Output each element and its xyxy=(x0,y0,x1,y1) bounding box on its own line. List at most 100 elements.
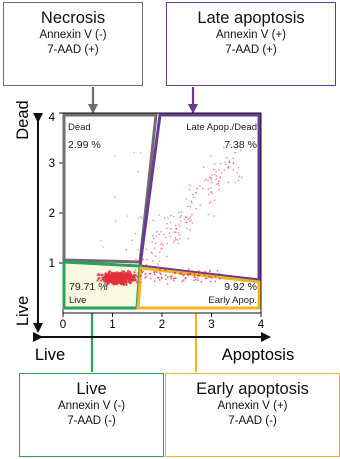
scatter-dot xyxy=(218,273,220,275)
scatter-dot xyxy=(192,194,194,196)
scatter-dot xyxy=(97,273,99,275)
quadrant-ur-name: Late Apop./Dead xyxy=(186,122,257,133)
scatter-dot xyxy=(130,279,132,281)
scatter-dot xyxy=(173,216,175,218)
x-tick-1: 1 xyxy=(109,319,115,331)
scatter-dot xyxy=(165,269,167,271)
scatter-dot xyxy=(208,188,210,190)
scatter-dot xyxy=(98,277,100,279)
scatter-dot xyxy=(186,198,188,200)
scatter-dot xyxy=(179,225,181,227)
scatter-dot xyxy=(201,281,203,283)
scatter-dot xyxy=(126,249,128,251)
x-tick-4: 4 xyxy=(258,319,265,331)
scatter-dot xyxy=(219,278,221,280)
y-tick-2: 2 xyxy=(49,208,55,220)
scatter-dot xyxy=(204,180,206,182)
scatter-dot xyxy=(191,202,193,204)
scatter-dot xyxy=(189,184,191,186)
scatter-dot xyxy=(160,248,162,250)
scatter-dot xyxy=(120,272,122,274)
scatter-dot xyxy=(135,269,137,271)
scatter-dot xyxy=(218,169,220,171)
scatter-dot xyxy=(199,275,201,277)
scatter-dot xyxy=(174,240,176,242)
scatter-dot xyxy=(228,161,230,163)
scatter-dot xyxy=(117,277,119,279)
scatter-dot xyxy=(156,231,158,233)
scatter-dot xyxy=(180,220,182,222)
scatter-dot xyxy=(140,216,142,218)
scatter-dot xyxy=(210,281,212,283)
scatter-dot xyxy=(123,271,125,273)
scatter-dot xyxy=(162,248,164,250)
scatter-dot xyxy=(199,273,201,275)
scatter-dot xyxy=(170,228,172,230)
scatter-dot xyxy=(193,280,195,282)
scatter-dot xyxy=(177,239,179,241)
scatter-dot xyxy=(192,222,194,224)
scatter-dot xyxy=(186,222,188,224)
scatter-dot xyxy=(111,272,113,274)
scatter-dot xyxy=(170,222,172,224)
scatter-dot xyxy=(188,268,190,270)
scatter-dot xyxy=(152,235,154,237)
x-tick-2: 2 xyxy=(159,319,165,331)
scatter-dot xyxy=(163,267,165,269)
quadrant-ur-pct: 7.38 % xyxy=(224,139,257,151)
scatter-dot xyxy=(178,243,180,245)
scatter-dot xyxy=(167,283,169,285)
quadrant-ll-pct: 79.71 % xyxy=(69,281,108,293)
scatter-dot xyxy=(185,277,187,279)
x-tick-0: 0 xyxy=(60,319,66,331)
scatter-dot xyxy=(205,178,207,180)
scatter-dot xyxy=(211,179,213,181)
scatter-dot xyxy=(135,233,137,235)
scatter-dot xyxy=(140,152,142,154)
scatter-dot xyxy=(150,273,152,275)
scatter-dot xyxy=(196,188,198,190)
scatter-dot xyxy=(214,276,216,278)
scatter-dot xyxy=(179,216,181,218)
scatter-dot xyxy=(211,182,213,184)
scatter-dot xyxy=(132,275,134,277)
scatter-dot xyxy=(213,169,215,171)
scatter-dot xyxy=(158,214,160,216)
scatter-dot xyxy=(176,228,178,230)
scatter-dot xyxy=(125,283,127,285)
scatter-dot xyxy=(137,260,139,262)
scatter-dot xyxy=(191,214,193,216)
scatter-dot xyxy=(166,256,168,258)
scatter-dot xyxy=(125,274,127,276)
scatter-dot xyxy=(161,277,163,279)
scatter-dot xyxy=(159,269,161,271)
scatter-dot xyxy=(164,218,166,220)
scatter-dot xyxy=(155,243,157,245)
scatter-dot xyxy=(195,192,197,194)
scatter-dot xyxy=(120,277,122,279)
scatter-dot xyxy=(175,232,177,234)
scatter-dot xyxy=(232,157,234,159)
scatter-dot xyxy=(224,169,226,171)
scatter-dot xyxy=(108,281,110,283)
scatter-dot xyxy=(143,259,145,261)
scatter-dot xyxy=(228,160,230,162)
scatter-dot xyxy=(238,167,240,169)
scatter-dot xyxy=(144,277,146,279)
scatter-dot xyxy=(160,231,162,233)
scatter-dot xyxy=(241,177,243,179)
scatter-dot xyxy=(208,276,210,278)
scatter-dot xyxy=(102,274,104,276)
scatter-dot xyxy=(234,152,236,154)
scatter-dot xyxy=(190,216,192,218)
scatter-dot xyxy=(157,263,159,265)
scatter-dot xyxy=(186,216,188,218)
scatter-dot xyxy=(210,155,212,157)
scatter-dot xyxy=(183,274,185,276)
scatter-dot xyxy=(211,174,213,176)
scatter-dot xyxy=(128,274,130,276)
scatter-dot xyxy=(133,152,135,154)
scatter-dot xyxy=(159,261,161,263)
scatter-dot xyxy=(173,280,175,282)
